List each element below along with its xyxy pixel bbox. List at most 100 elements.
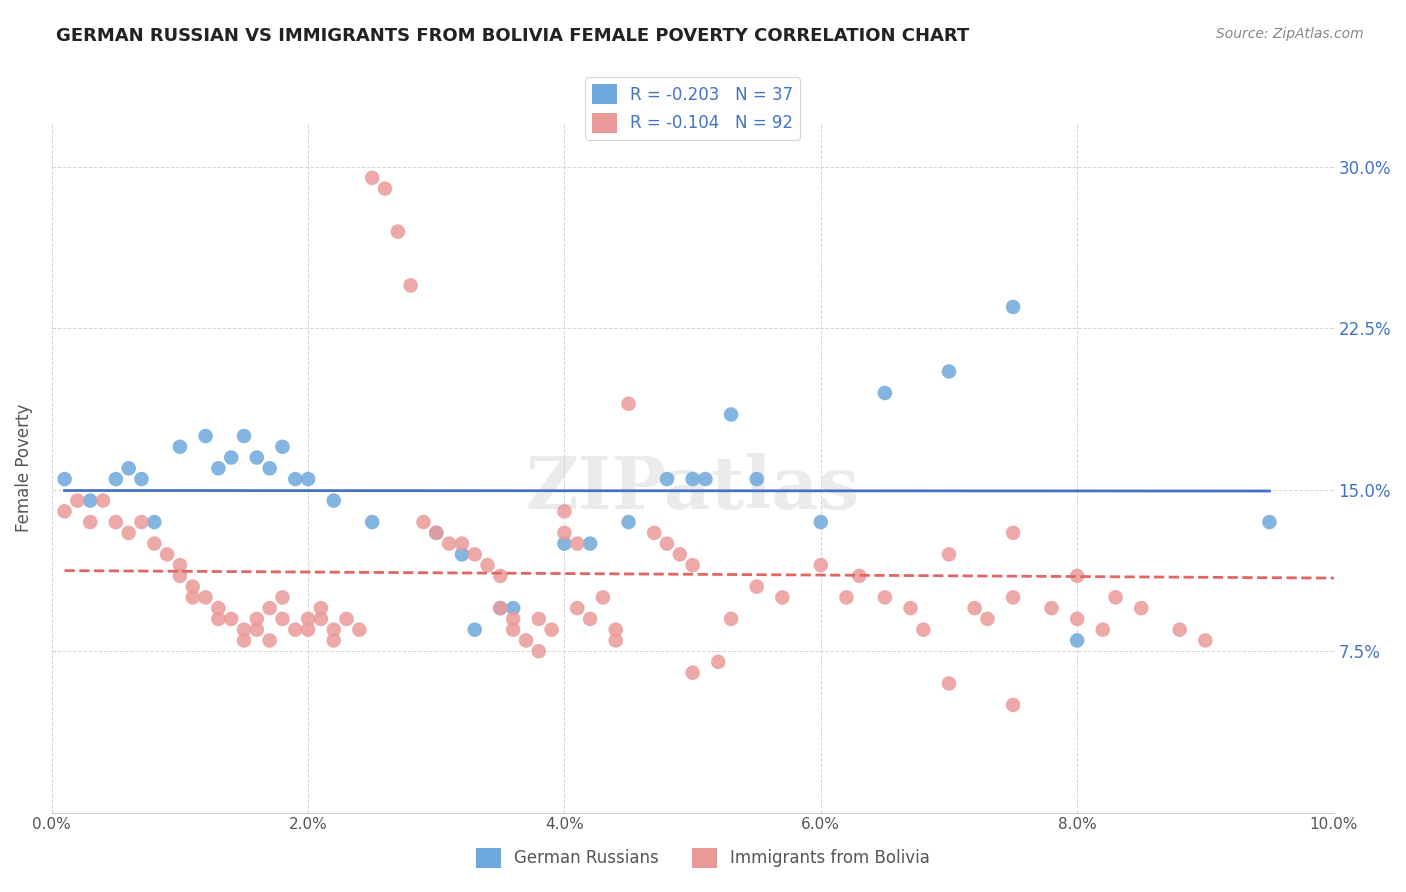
Point (579, 536, 602, 550)
Point (233, 623, 256, 637)
Point (451, 547, 474, 561)
Point (605, 633, 627, 648)
Point (553, 536, 575, 550)
Point (259, 461, 281, 475)
Point (669, 547, 692, 561)
Y-axis label: Female Poverty: Female Poverty (15, 404, 32, 533)
Point (425, 525, 447, 540)
Point (322, 633, 344, 648)
Point (655, 472, 678, 486)
Point (502, 623, 524, 637)
Point (259, 633, 281, 648)
Point (233, 429, 256, 443)
Point (682, 665, 704, 680)
Point (284, 472, 307, 486)
Point (1194, 633, 1216, 648)
Point (1091, 623, 1114, 637)
Point (374, 181, 396, 195)
Point (118, 525, 141, 540)
Point (720, 612, 742, 626)
Text: GERMAN RUSSIAN VS IMMIGRANTS FROM BOLIVIA FEMALE POVERTY CORRELATION CHART: GERMAN RUSSIAN VS IMMIGRANTS FROM BOLIVI… (56, 27, 970, 45)
Point (682, 472, 704, 486)
Point (91, 493, 114, 508)
Point (695, 472, 717, 486)
Point (271, 440, 294, 454)
Point (567, 536, 589, 550)
Point (194, 591, 217, 605)
Point (489, 601, 512, 615)
Point (1002, 525, 1025, 540)
Point (553, 525, 575, 540)
Point (156, 547, 179, 561)
Point (553, 504, 575, 518)
Point (412, 515, 434, 529)
Point (464, 547, 486, 561)
Point (1002, 591, 1025, 605)
Point (938, 364, 960, 378)
Point (1066, 612, 1088, 626)
Point (745, 472, 768, 486)
Point (655, 536, 678, 550)
Point (53, 504, 76, 518)
Point (284, 623, 307, 637)
Point (53, 472, 76, 486)
Point (745, 580, 768, 594)
Point (322, 623, 344, 637)
Point (425, 525, 447, 540)
Point (464, 623, 486, 637)
Point (938, 676, 960, 690)
Point (643, 525, 665, 540)
Point (938, 547, 960, 561)
Point (79, 515, 101, 529)
Point (835, 591, 858, 605)
Point (169, 558, 191, 573)
Point (259, 601, 281, 615)
Point (1066, 633, 1088, 648)
Point (297, 472, 319, 486)
Point (720, 408, 742, 422)
Point (246, 623, 269, 637)
Point (1002, 300, 1025, 314)
Point (181, 580, 204, 594)
Point (707, 655, 730, 669)
Point (617, 515, 640, 529)
Point (194, 429, 217, 443)
Point (309, 601, 332, 615)
Point (477, 558, 499, 573)
Point (169, 440, 191, 454)
Point (361, 515, 384, 529)
Point (104, 472, 127, 486)
Point (502, 612, 524, 626)
Point (118, 461, 141, 475)
Point (489, 601, 512, 615)
Point (349, 623, 371, 637)
Point (1040, 601, 1063, 615)
Point (233, 633, 256, 648)
Point (437, 536, 460, 550)
Point (271, 591, 294, 605)
Point (399, 278, 422, 293)
Point (527, 644, 550, 658)
Point (592, 591, 614, 605)
Point (1258, 515, 1281, 529)
Point (79, 493, 101, 508)
Point (451, 536, 474, 550)
Point (567, 601, 589, 615)
Point (527, 612, 550, 626)
Point (489, 569, 512, 583)
Point (502, 601, 524, 615)
Point (1104, 591, 1126, 605)
Point (143, 536, 166, 550)
Point (770, 591, 793, 605)
Point (810, 558, 832, 573)
Point (271, 612, 294, 626)
Point (335, 612, 357, 626)
Point (1066, 569, 1088, 583)
Point (207, 601, 229, 615)
Point (361, 170, 384, 185)
Point (207, 612, 229, 626)
Point (848, 569, 870, 583)
Point (66, 493, 89, 508)
Point (219, 450, 242, 465)
Point (912, 623, 935, 637)
